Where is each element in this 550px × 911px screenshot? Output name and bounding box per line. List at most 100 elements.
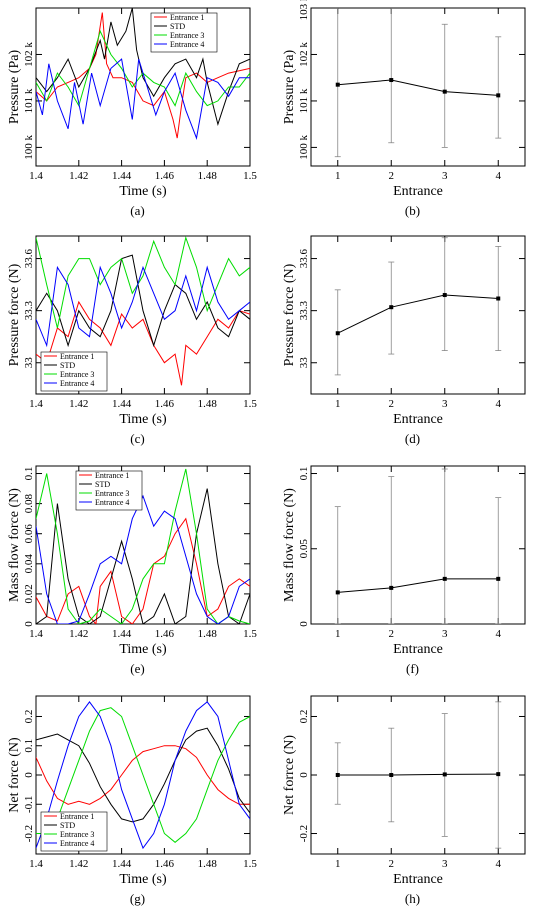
y-tick-label: 102 k	[23, 42, 35, 67]
legend-label: Entrance 4	[60, 839, 94, 848]
y-axis-label: Pressure (Pa)	[282, 50, 297, 125]
x-tick-label: 1.48	[198, 170, 218, 182]
legend-label: STD	[95, 480, 110, 489]
data-point	[389, 585, 394, 590]
y-axis-label: Mass flow force (N)	[282, 488, 297, 602]
y-tick-label: 101 k	[23, 88, 35, 113]
x-tick-label: 1.5	[243, 858, 257, 870]
panel-caption: (d)	[404, 431, 421, 446]
y-tick-label: 0	[23, 772, 35, 778]
data-point	[335, 773, 340, 777]
x-tick-label: 1	[335, 398, 341, 410]
legend-label: Entrance 1	[60, 352, 94, 361]
panel-caption: (g)	[129, 891, 146, 906]
series-line-4	[36, 494, 250, 624]
series-group	[334, 8, 502, 158]
x-tick-label: 1	[335, 170, 341, 182]
data-point	[496, 296, 501, 301]
series-line-1	[337, 773, 499, 776]
series-group	[36, 8, 250, 140]
series-line-4	[36, 701, 250, 850]
legend-label: Entrance 3	[170, 31, 204, 40]
series-line-1	[337, 79, 499, 96]
chart-e: 1.4 1.42 1.44 1.46 1.48 1.5 0 0.02 0.04 0.06 0.08 0…	[7, 465, 257, 657]
x-tick-label: 3	[442, 858, 448, 870]
panel-caption: (f)	[406, 661, 419, 676]
data-point	[389, 305, 394, 310]
x-tick-label: 3	[442, 628, 448, 640]
y-tick-label: 0.05	[298, 539, 310, 559]
x-axis-label: Time (s)	[119, 642, 167, 657]
series-line-1	[36, 517, 250, 624]
series-line-3	[36, 707, 250, 843]
x-tick-label: 1.42	[69, 398, 88, 410]
y-tick-label: -0.2	[298, 825, 310, 842]
panel-e: 1.4 1.42 1.44 1.46 1.48 1.5 0 0.02 0.04 0.06 0.08 0…	[0, 458, 275, 681]
y-tick-label: 0.1	[23, 739, 35, 753]
x-axis-label: Time (s)	[119, 412, 167, 427]
data-point	[389, 773, 394, 777]
y-tick-label: 33.3	[23, 301, 35, 321]
legend-label: Entrance 1	[170, 13, 204, 22]
legend-label: Entrance 3	[60, 370, 94, 379]
legend-label: Entrance 1	[60, 812, 94, 821]
series-line-1	[36, 12, 250, 139]
chart-b: 1 2 3 4 100 k 101 k 102 k 103 k Entrance Pressure…	[282, 0, 526, 199]
x-tick-label: 3	[442, 170, 448, 182]
legend-label: STD	[60, 821, 75, 830]
x-tick-label: 1.42	[69, 170, 88, 182]
series-group	[36, 468, 250, 624]
x-tick-label: 4	[496, 628, 502, 640]
panel-b: 1 2 3 4 100 k 101 k 102 k 103 k Entrance Pressure…	[275, 0, 550, 223]
y-axis-label: Pressure force (N)	[282, 263, 297, 366]
series-line-1	[337, 578, 499, 593]
x-tick-label: 1.44	[112, 170, 132, 182]
series-line-2	[36, 254, 250, 348]
x-tick-label: 1.48	[198, 858, 218, 870]
y-axis-label: Net force (N)	[7, 737, 22, 813]
y-tick-label: 103 k	[298, 0, 310, 20]
plot-frame	[35, 7, 251, 167]
x-tick-label: 4	[496, 170, 502, 182]
legend-label: Entrance 4	[170, 40, 204, 49]
series-group	[334, 237, 502, 376]
series-line-1	[36, 745, 250, 805]
series-line-1	[337, 294, 499, 334]
y-tick-label: -0.1	[23, 796, 35, 813]
y-axis-label: Pressure (Pa)	[7, 50, 22, 125]
x-tick-label: 1.4	[29, 170, 43, 182]
x-tick-label: 1	[335, 858, 341, 870]
x-tick-label: 4	[496, 858, 502, 870]
panel-d: 1 2 3 4 33 33.3 33.6 Entrance Pressure force (N)…	[275, 228, 550, 451]
panel-caption: (e)	[130, 661, 145, 676]
panel-caption: (c)	[130, 431, 145, 446]
legend-label: STD	[170, 22, 185, 31]
legend-box	[75, 470, 143, 511]
series-group	[334, 701, 502, 849]
y-tick-label: 0.2	[298, 710, 310, 724]
x-axis-label: Time (s)	[119, 184, 167, 199]
chart-c: 1.4 1.42 1.44 1.46 1.48 1.5 33 33.3 33.6 Time (s)…	[7, 235, 257, 427]
y-tick-label: 33.6	[298, 248, 310, 268]
x-tick-label: 4	[496, 398, 502, 410]
x-tick-label: 1.42	[69, 628, 88, 640]
data-point	[442, 772, 447, 777]
chart-g: 1.4 1.42 1.44 1.46 1.48 1.5 -0.2 -0.1 0 0.1 0.2 Tim…	[7, 695, 257, 887]
x-axis-label: Entrance	[393, 642, 443, 657]
y-tick-label: 100 k	[23, 135, 35, 160]
series-line-4	[36, 58, 250, 140]
y-axis-label: Pressure force (N)	[7, 263, 22, 366]
chart-a: 1.4 1.42 1.44 1.46 1.48 1.5 100 k 101 k 102 k Tim…	[7, 7, 257, 199]
data-point	[442, 576, 447, 581]
series-group	[334, 468, 502, 624]
x-tick-label: 1.5	[243, 170, 257, 182]
chart-h: 1 2 3 4 -0.2 0 0.2 Entrance Net forrce (N)	[282, 695, 526, 887]
x-tick-label: 2	[389, 858, 395, 870]
x-tick-label: 1.44	[112, 858, 132, 870]
x-tick-label: 1.5	[243, 628, 257, 640]
y-tick-label: 0.04	[23, 554, 35, 574]
x-axis-label: Time (s)	[119, 872, 167, 887]
legend-label: Entrance 4	[95, 498, 129, 507]
